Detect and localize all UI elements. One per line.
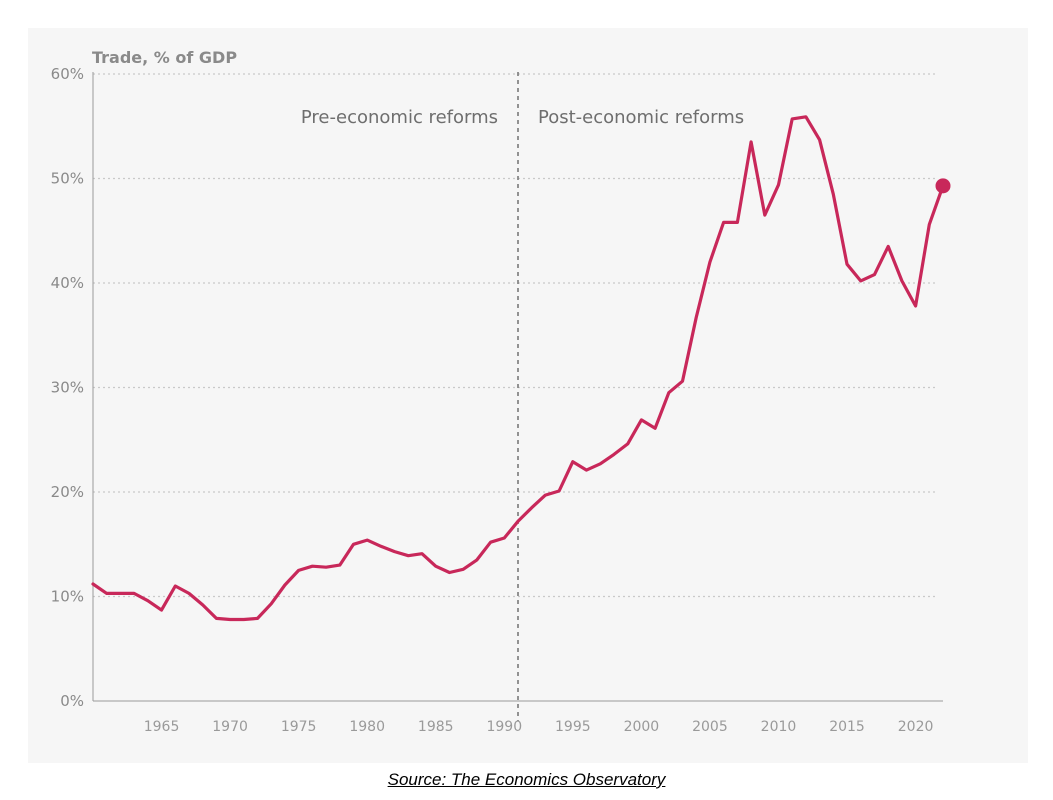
x-tick-label-2020: 2020 [898, 719, 934, 735]
x-tick-label-2015: 2015 [829, 719, 865, 735]
y-tick-label-60: 60% [51, 65, 84, 83]
x-tick-label-1965: 1965 [144, 719, 180, 735]
y-tick-label-10: 10% [51, 588, 84, 606]
x-tick-label-2010: 2010 [761, 719, 797, 735]
source-caption: Source: The Economics Observatory [0, 770, 1053, 790]
axes [92, 72, 943, 702]
y-tick-label-30: 30% [51, 379, 84, 397]
x-tick-labels: 1965 1970 1975 1980 1985 1990 1995 2000 2005 2010… [144, 719, 934, 735]
y-tick-label-0: 0% [60, 692, 84, 710]
pre-reform-label: Pre-economic reforms [301, 107, 498, 128]
y-axis-title: Trade, % of GDP [92, 48, 237, 67]
post-reform-label: Post-economic reforms [538, 107, 744, 128]
trade-line-chart: 0% 10% 20% 30% 40% 50% 60% 1965 1970 1975 1980 198… [51, 48, 951, 735]
chart-panel: 0% 10% 20% 30% 40% 50% 60% 1965 1970 1975 1980 198… [28, 28, 1028, 763]
x-tick-label-1970: 1970 [212, 719, 248, 735]
x-tick-label-1995: 1995 [555, 719, 591, 735]
y-tick-labels: 0% 10% 20% 30% 40% 50% 60% [51, 65, 84, 710]
y-tick-label-50: 50% [51, 170, 84, 188]
gridlines [93, 73, 938, 598]
source-text: Source: The Economics Observatory [387, 770, 666, 789]
series-line-0 [91, 115, 945, 622]
annotations: Pre-economic reforms Post-economic reform… [301, 107, 744, 128]
x-tick-label-1975: 1975 [281, 719, 317, 735]
end-point-marker [935, 178, 951, 194]
x-tick-label-1990: 1990 [486, 719, 522, 735]
series-layer [91, 115, 951, 622]
x-tick-label-1980: 1980 [349, 719, 385, 735]
x-tick-label-2005: 2005 [692, 719, 728, 735]
x-tick-label-2000: 2000 [624, 719, 660, 735]
y-tick-label-20: 20% [51, 483, 84, 501]
x-tick-label-1985: 1985 [418, 719, 454, 735]
y-tick-label-40: 40% [51, 274, 84, 292]
